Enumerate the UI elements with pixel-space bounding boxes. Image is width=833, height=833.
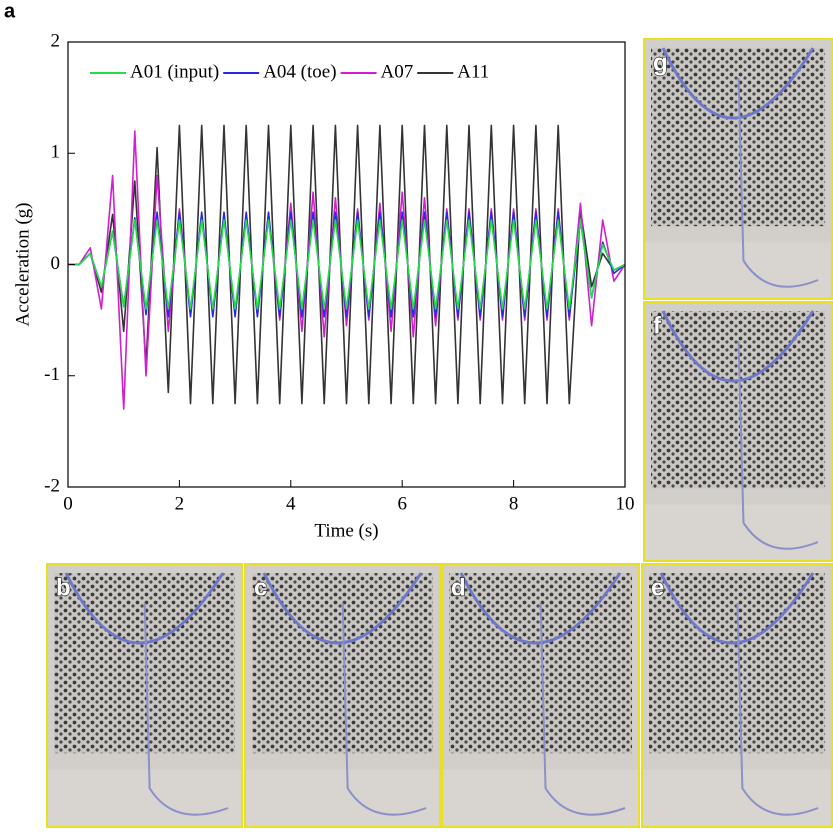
photo-panel: d (441, 563, 640, 828)
legend-label: A11 (457, 61, 489, 82)
legend-label: A04 (toe) (263, 61, 336, 82)
photo-base (441, 769, 640, 828)
photo-border (46, 563, 243, 828)
photo-cable (143, 602, 229, 816)
y-tick-label: -1 (44, 364, 60, 385)
photo-border (441, 563, 640, 828)
photo-panel: c (244, 563, 441, 828)
photo-base (641, 769, 833, 828)
legend-label: A01 (input) (130, 61, 219, 82)
y-tick-label: 1 (51, 142, 61, 163)
photo-border (244, 563, 441, 828)
photo-base (643, 242, 833, 300)
photo-base (244, 769, 441, 828)
photo-panel: b (46, 563, 243, 828)
photo-slip-curve (262, 572, 423, 645)
photo-label: g (653, 49, 668, 76)
photo-panels: g f b c d e (46, 38, 833, 828)
y-axis-label: Acceleration (g) (12, 203, 33, 327)
photo-label: b (56, 574, 71, 601)
chart: 0 2 4 6 8 10 -2 -1 0 1 2 Time (s) Acceleration (g) A0… (12, 30, 634, 541)
x-tick-label: 0 (63, 493, 73, 514)
photo-cable (737, 340, 819, 550)
x-tick-label: 8 (509, 493, 519, 514)
photo-panel: e (641, 563, 833, 828)
photo-slip-curve (661, 47, 815, 120)
photo-panel: f (643, 301, 833, 562)
series-line (68, 219, 626, 310)
x-axis-label: Time (s) (314, 520, 378, 541)
photo-slip-curve (659, 572, 815, 645)
x-tick-label: 4 (286, 493, 296, 514)
y-tick-label: -2 (44, 475, 60, 496)
photo-slip-curve (64, 572, 225, 645)
x-tick-label: 6 (397, 493, 407, 514)
legend-label: A07 (381, 61, 414, 82)
photo-label: f (653, 312, 662, 339)
photo-base (643, 504, 833, 562)
y-tick-label: 2 (51, 30, 61, 51)
photo-cable (341, 602, 427, 816)
x-tick-label: 10 (616, 493, 635, 514)
photo-slip-curve (661, 310, 815, 383)
photo-cable (539, 602, 626, 816)
photo-slip-curve (459, 572, 622, 645)
photo-panel: g (643, 38, 833, 300)
y-tick-label: 0 (51, 253, 61, 274)
photo-cable (736, 602, 819, 816)
photo-label: d (451, 574, 466, 601)
photo-label: c (254, 574, 267, 601)
photo-border (643, 301, 833, 562)
x-tick-label: 2 (175, 493, 185, 514)
photo-cable (737, 77, 819, 288)
panel-label: a (4, 0, 16, 22)
photo-label: e (651, 574, 664, 601)
photo-border (643, 38, 833, 300)
photo-base (46, 769, 243, 828)
photo-border (641, 563, 833, 828)
